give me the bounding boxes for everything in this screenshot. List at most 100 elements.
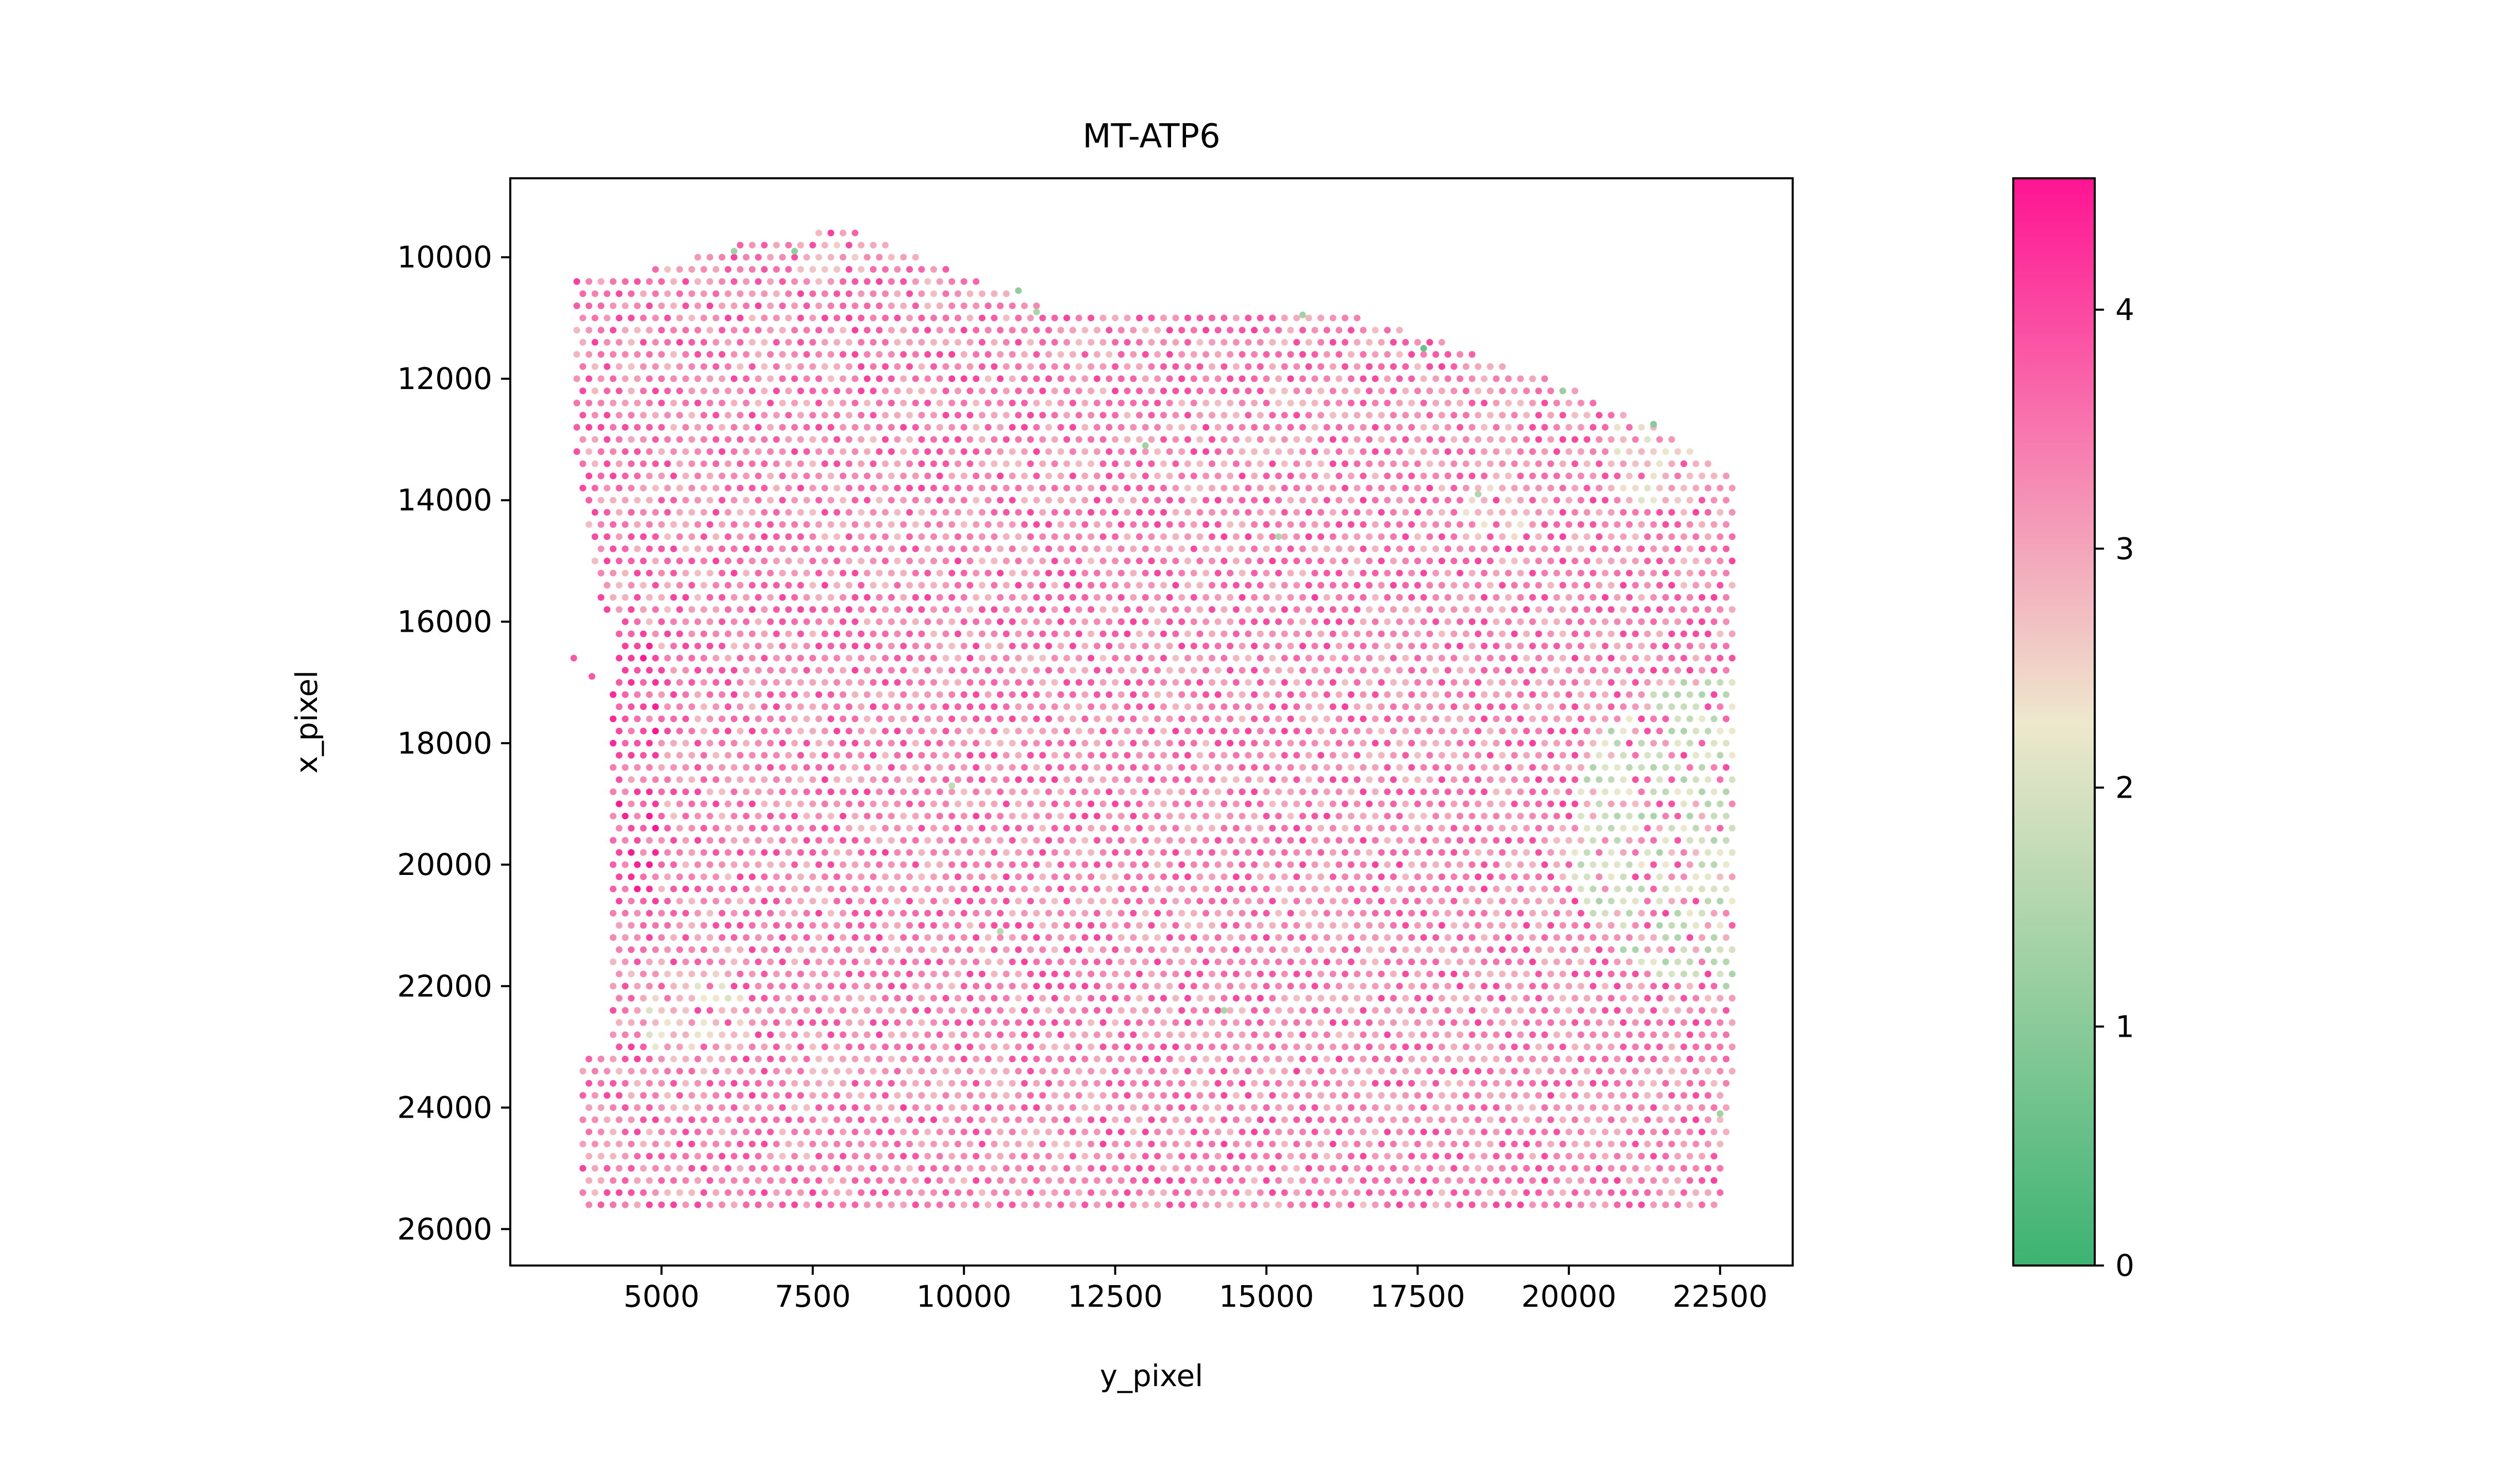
spot [1112, 436, 1119, 443]
spot [1686, 618, 1693, 625]
spot [1009, 934, 1016, 941]
spot [737, 606, 744, 613]
spot [876, 788, 883, 796]
spot [646, 691, 653, 698]
spot [1529, 764, 1536, 771]
spot [1227, 473, 1234, 480]
spot [1590, 715, 1597, 722]
spot [767, 643, 774, 650]
spot [882, 242, 889, 249]
spot [688, 922, 695, 929]
spot [870, 412, 877, 419]
spot [955, 752, 961, 759]
spot [1099, 728, 1107, 735]
spot [1203, 837, 1210, 844]
spot [997, 667, 1004, 674]
spot [955, 533, 961, 540]
spot [688, 436, 695, 443]
spot [646, 934, 653, 941]
spot [1529, 569, 1536, 577]
spot [1160, 776, 1167, 783]
spot [1257, 387, 1264, 395]
spot [658, 813, 665, 820]
spot [1644, 752, 1651, 759]
spot [767, 521, 774, 528]
spot [1444, 934, 1451, 941]
spot [1608, 509, 1615, 516]
spot [991, 679, 998, 686]
spot [622, 327, 629, 334]
spot [1577, 545, 1584, 552]
spot [863, 351, 871, 358]
spot [1148, 922, 1155, 929]
spot [1063, 460, 1071, 467]
spot [1462, 849, 1469, 856]
spot [1287, 448, 1294, 455]
spot [803, 667, 810, 674]
spot [1596, 728, 1602, 735]
spot [1559, 606, 1566, 613]
spot [1674, 934, 1681, 941]
spot [591, 412, 598, 419]
spot [773, 266, 780, 273]
spot [1021, 473, 1028, 480]
spot [1535, 654, 1542, 662]
spot [833, 339, 841, 346]
spot [815, 691, 822, 698]
spot [1626, 594, 1633, 601]
spot [991, 606, 998, 613]
spot [1505, 667, 1512, 674]
spot [1414, 898, 1421, 905]
spot [1342, 873, 1348, 881]
spot [1081, 715, 1089, 722]
spot [1487, 873, 1494, 881]
spot [978, 509, 986, 516]
spot [1535, 484, 1542, 492]
spot [924, 327, 931, 334]
spot [960, 594, 967, 601]
spot [1462, 654, 1469, 662]
spot [1009, 521, 1016, 528]
spot [1402, 436, 1409, 443]
spot [755, 327, 762, 334]
spot [821, 898, 828, 905]
spot [658, 715, 665, 722]
spot [984, 545, 992, 552]
spot [955, 849, 961, 856]
spot [1154, 764, 1161, 771]
spot [1184, 533, 1191, 540]
spot [1232, 776, 1240, 783]
spot [773, 460, 780, 467]
spot [1003, 679, 1010, 686]
spot [1221, 363, 1228, 370]
spot [1402, 509, 1409, 516]
spot [1716, 776, 1724, 783]
spot [755, 788, 762, 796]
spot [640, 314, 647, 322]
spot [1214, 594, 1222, 601]
spot [1559, 728, 1566, 735]
spot [809, 363, 816, 370]
spot [1124, 630, 1131, 637]
spot [1275, 351, 1282, 358]
spot [1656, 679, 1663, 686]
spot [1190, 667, 1197, 674]
spot [797, 290, 804, 297]
spot [1468, 885, 1476, 892]
spot [773, 824, 780, 832]
spot [1583, 849, 1591, 856]
spot [1160, 824, 1167, 832]
spot [725, 630, 731, 637]
spot [1505, 861, 1512, 868]
spot [1269, 363, 1276, 370]
spot [1033, 667, 1040, 674]
spot [1329, 436, 1337, 443]
spot [597, 375, 605, 382]
spot [1136, 703, 1143, 710]
spot [1269, 460, 1276, 467]
spot [1305, 873, 1312, 881]
spot [779, 618, 786, 625]
spot [1723, 691, 1730, 698]
spot [1281, 363, 1288, 370]
spot [634, 739, 641, 747]
